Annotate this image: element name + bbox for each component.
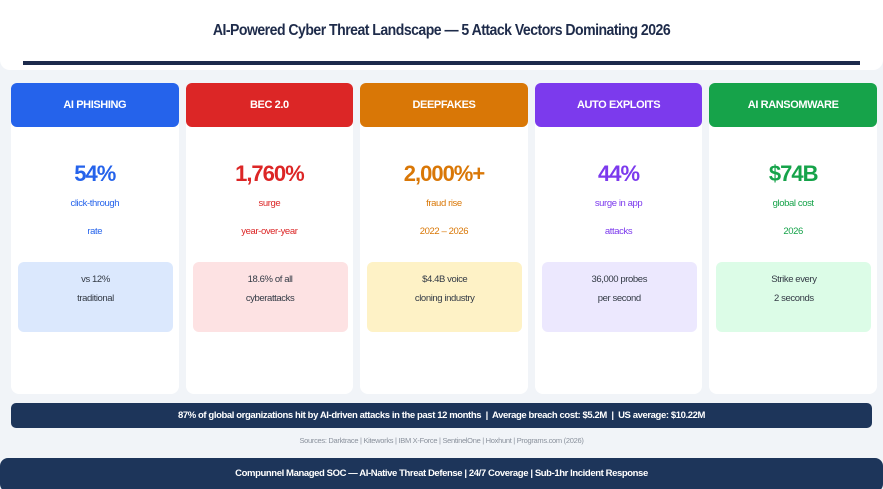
card-ai-phishing: AI PHISHING 54% click-through rate vs 12…: [11, 83, 179, 394]
detail-line-1: 18.6% of all: [247, 274, 293, 285]
card-subtitle-2: 2022 – 2026: [419, 226, 469, 237]
detail-line-2: cloning industry: [414, 293, 475, 304]
detail-line-2: traditional: [77, 293, 114, 304]
detail-line-2: 2 seconds: [774, 293, 814, 304]
card-subtitle-2: year-over-year: [241, 226, 298, 237]
card-auto-exploits: AUTO EXPLOITS 44% surge in app attacks 3…: [534, 83, 703, 394]
card-stat: $74B: [768, 161, 819, 186]
card-subtitle-2: 2026: [783, 226, 803, 237]
card-detail-box: vs 12% traditional: [18, 262, 173, 332]
page-title: AI-Powered Cyber Threat Landscape — 5 At…: [212, 22, 671, 39]
card-subtitle: fraud rise: [426, 198, 462, 209]
card-stat: 1,760%: [235, 161, 305, 186]
card-subtitle: global cost: [772, 198, 814, 209]
card-subtitle: click-through: [70, 198, 120, 209]
card-subtitle-2: rate: [87, 226, 103, 237]
card-subtitle-2: attacks: [604, 226, 633, 237]
card-header: BEC 2.0: [185, 83, 354, 127]
detail-line-2: per second: [597, 293, 641, 304]
detail-line-1: Strike every: [771, 274, 817, 285]
card-header: AI PHISHING: [11, 83, 179, 127]
title-divider: [23, 61, 860, 65]
footer-text: Compunnel Managed SOC — AI-Native Threat…: [235, 467, 648, 479]
card-stat: 44%: [598, 161, 640, 186]
card-detail-box: 36,000 probes per second: [541, 262, 697, 332]
card-stat: 2,000%+: [403, 161, 485, 186]
card-bec: BEC 2.0 1,760% surge year-over-year 18.6…: [185, 83, 354, 394]
card-stat: 54%: [74, 161, 116, 186]
card-header: AUTO EXPLOITS: [534, 83, 703, 127]
attack-vector-cards: AI PHISHING 54% click-through rate vs 12…: [11, 83, 877, 395]
card-subtitle: surge: [258, 198, 281, 209]
detail-line-1: 36,000 probes: [591, 274, 648, 285]
detail-line-1: $4.4B voice: [422, 274, 468, 285]
card-deepfakes: DEEPFAKES 2,000%+ fraud rise 2022 – 2026…: [360, 83, 528, 394]
card-ai-ransomware: AI RANSOMWARE $74B global cost 2026 Stri…: [709, 83, 877, 394]
summary-stat-text: 87% of global organizations hit by AI-dr…: [177, 410, 706, 421]
summary-stat-bar: 87% of global organizations hit by AI-dr…: [11, 403, 872, 428]
detail-line-2: cyberattacks: [245, 293, 295, 304]
footer-banner: Compunnel Managed SOC — AI-Native Threat…: [0, 458, 883, 489]
detail-line-1: vs 12%: [81, 274, 110, 285]
sources-caption: Sources: Darktrace | Kiteworks | IBM X-F…: [299, 436, 584, 445]
card-header: AI RANSOMWARE: [709, 83, 877, 127]
card-header: DEEPFAKES: [360, 83, 528, 127]
card-detail-box: 18.6% of all cyberattacks: [192, 262, 348, 332]
card-detail-box: Strike every 2 seconds: [716, 262, 872, 332]
header-panel: AI-Powered Cyber Threat Landscape — 5 At…: [0, 0, 883, 70]
card-subtitle: surge in app: [594, 198, 643, 209]
card-detail-box: $4.4B voice cloning industry: [367, 262, 523, 332]
